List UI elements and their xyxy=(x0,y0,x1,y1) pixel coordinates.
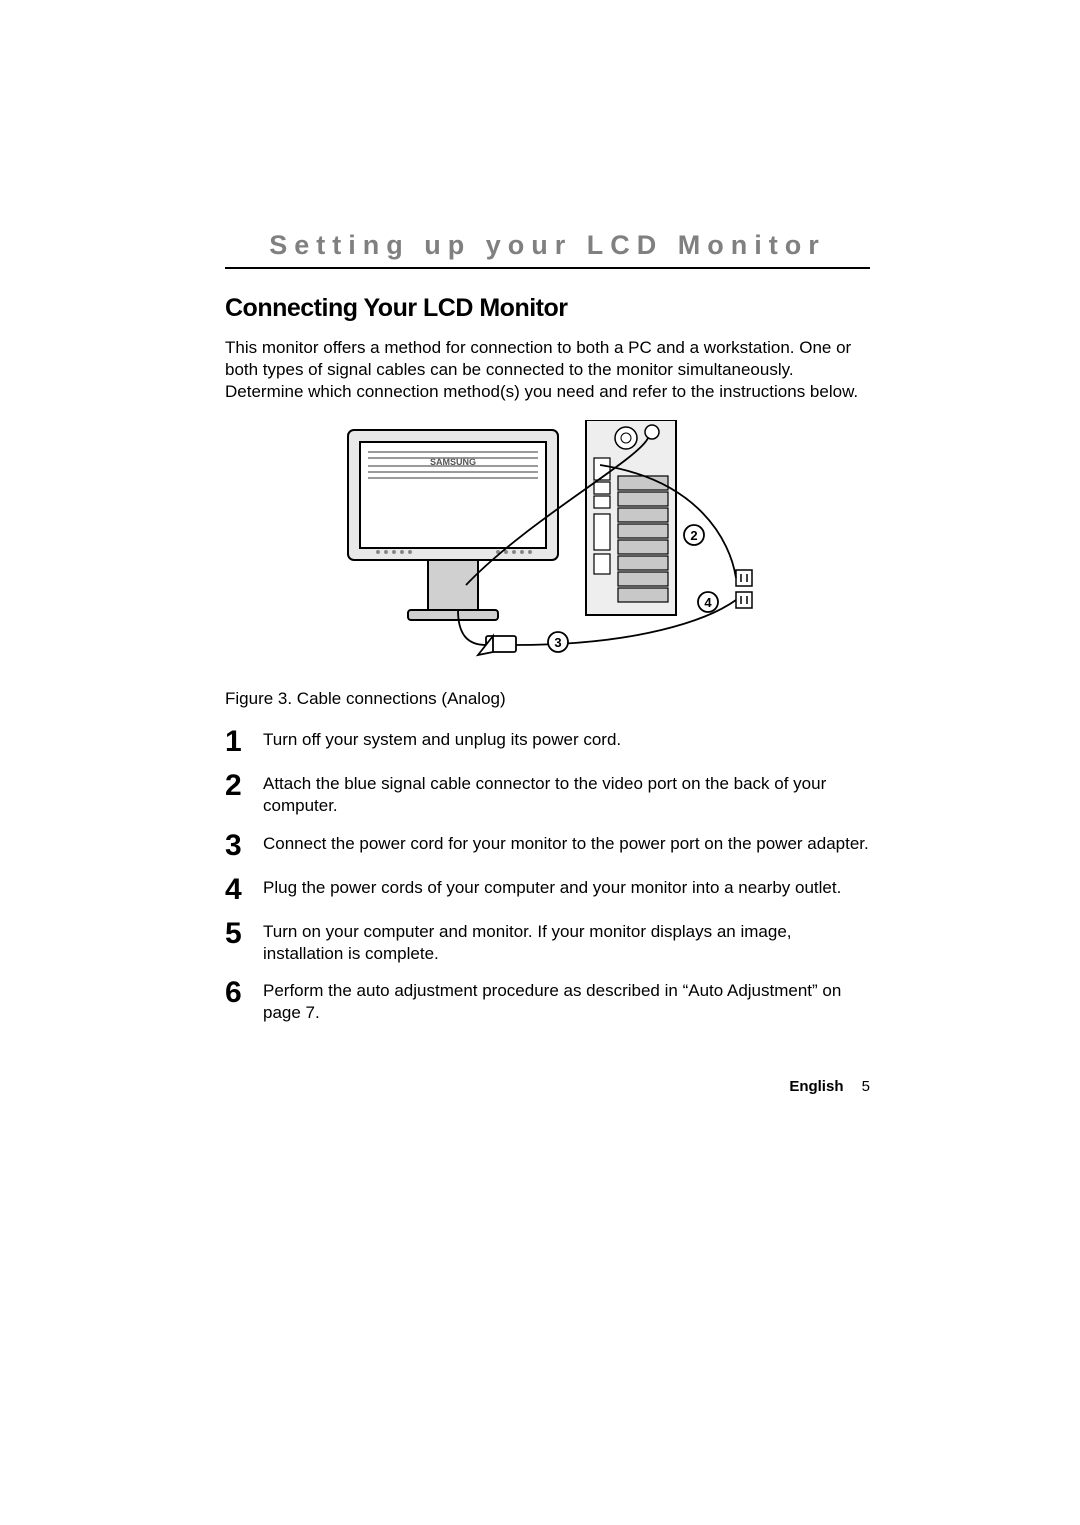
step-text: Perform the auto adjustment procedure as… xyxy=(263,978,870,1024)
step-row: 2 Attach the blue signal cable connector… xyxy=(225,771,870,817)
cable-connections-diagram: SAMSUNG xyxy=(338,420,758,660)
intro-paragraph: This monitor offers a method for connect… xyxy=(225,337,870,402)
step-text: Connect the power cord for your monitor … xyxy=(263,831,870,855)
step-text: Turn off your system and unplug its powe… xyxy=(263,727,870,751)
step-row: 1 Turn off your system and unplug its po… xyxy=(225,727,870,757)
step-text: Turn on your computer and monitor. If yo… xyxy=(263,919,870,965)
step-number: 4 xyxy=(225,875,263,905)
step-text: Attach the blue signal cable connector t… xyxy=(263,771,870,817)
step-number: 1 xyxy=(225,727,263,757)
step-number: 2 xyxy=(225,771,263,801)
step-number: 3 xyxy=(225,831,263,861)
step-row: 4 Plug the power cords of your computer … xyxy=(225,875,870,905)
callout-4-label: 4 xyxy=(704,595,712,610)
page-footer: English 5 xyxy=(789,1078,870,1095)
step-number: 6 xyxy=(225,978,263,1008)
callout-2-label: 2 xyxy=(690,528,697,543)
footer-page-number: 5 xyxy=(862,1078,870,1095)
step-text: Plug the power cords of your computer an… xyxy=(263,875,870,899)
section-title: Connecting Your LCD Monitor xyxy=(225,294,870,323)
step-row: 5 Turn on your computer and monitor. If … xyxy=(225,919,870,965)
manual-page: Setting up your LCD Monitor Connecting Y… xyxy=(0,0,1080,1525)
figure-caption: Figure 3. Cable connections (Analog) xyxy=(225,689,870,709)
footer-language: English xyxy=(789,1078,843,1095)
figure-container: SAMSUNG xyxy=(225,420,870,665)
callout-3-label: 3 xyxy=(554,635,561,650)
chapter-title: Setting up your LCD Monitor xyxy=(225,230,870,269)
steps-list: 1 Turn off your system and unplug its po… xyxy=(225,727,870,1024)
step-row: 3 Connect the power cord for your monito… xyxy=(225,831,870,861)
step-number: 5 xyxy=(225,919,263,949)
step-row: 6 Perform the auto adjustment procedure … xyxy=(225,978,870,1024)
svg-text:SAMSUNG: SAMSUNG xyxy=(429,457,475,467)
